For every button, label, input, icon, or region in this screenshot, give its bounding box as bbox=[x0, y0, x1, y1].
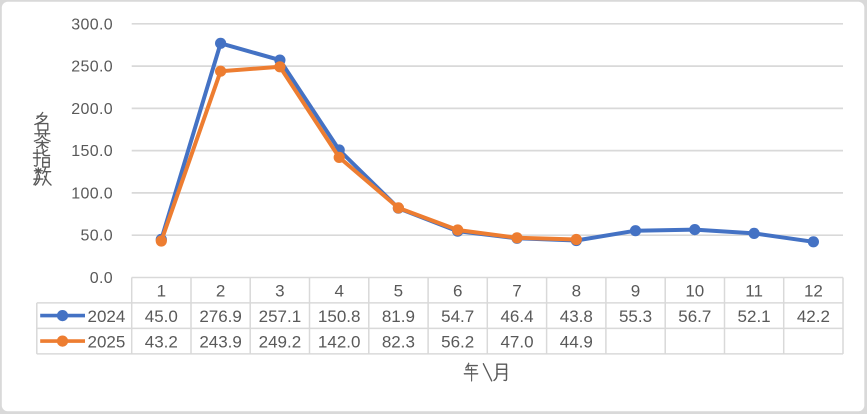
svg-text:150.8: 150.8 bbox=[318, 307, 361, 326]
svg-text:54.7: 54.7 bbox=[441, 307, 474, 326]
svg-text:100.0: 100.0 bbox=[71, 185, 113, 202]
svg-text:7: 7 bbox=[512, 281, 521, 300]
svg-text:55.3: 55.3 bbox=[619, 307, 652, 326]
svg-text:250.0: 250.0 bbox=[71, 59, 113, 76]
svg-text:11: 11 bbox=[745, 281, 763, 300]
svg-text:300.0: 300.0 bbox=[71, 16, 113, 33]
svg-text:81.9: 81.9 bbox=[382, 307, 415, 326]
svg-text:42.2: 42.2 bbox=[797, 307, 830, 326]
svg-text:142.0: 142.0 bbox=[318, 332, 361, 351]
svg-text:9: 9 bbox=[631, 281, 640, 300]
svg-text:0.0: 0.0 bbox=[90, 270, 113, 287]
svg-text:46.4: 46.4 bbox=[500, 307, 533, 326]
svg-text:1: 1 bbox=[157, 281, 166, 300]
svg-text:10: 10 bbox=[685, 281, 704, 300]
svg-text:56.2: 56.2 bbox=[441, 332, 474, 351]
svg-text:52.1: 52.1 bbox=[738, 307, 771, 326]
svg-text:4: 4 bbox=[334, 281, 343, 300]
svg-text:43.8: 43.8 bbox=[560, 307, 593, 326]
svg-text:2024: 2024 bbox=[88, 307, 126, 326]
svg-text:44.9: 44.9 bbox=[560, 332, 593, 351]
svg-text:56.7: 56.7 bbox=[678, 307, 711, 326]
svg-text:5: 5 bbox=[394, 281, 403, 300]
svg-text:243.9: 243.9 bbox=[199, 332, 242, 351]
svg-text:257.1: 257.1 bbox=[259, 307, 302, 326]
svg-text:249.2: 249.2 bbox=[259, 332, 302, 351]
svg-text:150.0: 150.0 bbox=[71, 143, 113, 160]
svg-text:200.0: 200.0 bbox=[71, 101, 113, 118]
svg-text:8: 8 bbox=[572, 281, 581, 300]
svg-text:6: 6 bbox=[453, 281, 462, 300]
svg-text:3: 3 bbox=[275, 281, 284, 300]
svg-text:2025: 2025 bbox=[88, 332, 126, 351]
svg-text:2: 2 bbox=[216, 281, 225, 300]
svg-text:47.0: 47.0 bbox=[500, 332, 533, 351]
svg-text:12: 12 bbox=[804, 281, 823, 300]
svg-text:50.0: 50.0 bbox=[80, 228, 113, 245]
svg-text:43.2: 43.2 bbox=[145, 332, 178, 351]
svg-text:82.3: 82.3 bbox=[382, 332, 415, 351]
svg-text:45.0: 45.0 bbox=[145, 307, 178, 326]
svg-text:276.9: 276.9 bbox=[199, 307, 242, 326]
